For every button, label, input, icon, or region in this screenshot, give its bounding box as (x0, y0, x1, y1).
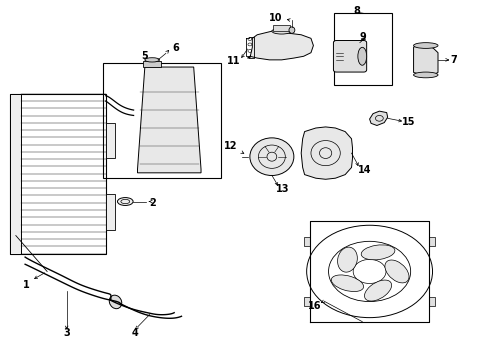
Text: 3: 3 (63, 328, 70, 338)
Text: 14: 14 (358, 165, 371, 175)
Ellipse shape (145, 58, 159, 62)
Text: 13: 13 (276, 184, 290, 194)
Ellipse shape (338, 247, 357, 272)
Bar (429, 297, 435, 306)
Text: 4: 4 (132, 328, 139, 338)
Bar (304, 237, 310, 246)
Bar (334, 13, 392, 85)
Polygon shape (414, 45, 438, 76)
Bar (144, 60, 161, 67)
Text: 1: 1 (23, 280, 29, 290)
Text: 11: 11 (227, 56, 241, 66)
Bar (10, 94, 21, 253)
Text: 16: 16 (308, 301, 321, 311)
Ellipse shape (414, 72, 438, 78)
Text: 15: 15 (402, 117, 416, 127)
Ellipse shape (365, 280, 392, 301)
Polygon shape (301, 127, 352, 179)
Ellipse shape (109, 295, 122, 309)
Ellipse shape (289, 27, 295, 33)
Ellipse shape (385, 260, 409, 283)
Polygon shape (247, 31, 314, 60)
Bar (10, 94, 106, 253)
Bar (106, 194, 115, 230)
Text: 7: 7 (450, 55, 457, 65)
Ellipse shape (414, 42, 438, 48)
Polygon shape (369, 111, 388, 126)
Text: 9: 9 (360, 32, 367, 41)
Text: 2: 2 (149, 198, 155, 208)
Ellipse shape (331, 275, 364, 292)
Text: 5: 5 (141, 50, 147, 60)
Polygon shape (138, 67, 201, 173)
Ellipse shape (361, 245, 395, 260)
Ellipse shape (358, 47, 367, 65)
Bar (273, 25, 290, 31)
FancyBboxPatch shape (333, 41, 367, 72)
Text: 10: 10 (269, 13, 283, 23)
Ellipse shape (272, 28, 292, 34)
Text: 6: 6 (172, 44, 179, 53)
Text: 8: 8 (353, 6, 360, 16)
Bar (103, 63, 220, 178)
Ellipse shape (250, 138, 294, 176)
Text: 12: 12 (223, 141, 237, 151)
Bar (429, 237, 435, 246)
Ellipse shape (118, 198, 133, 206)
Bar (304, 297, 310, 306)
Bar (106, 123, 115, 158)
